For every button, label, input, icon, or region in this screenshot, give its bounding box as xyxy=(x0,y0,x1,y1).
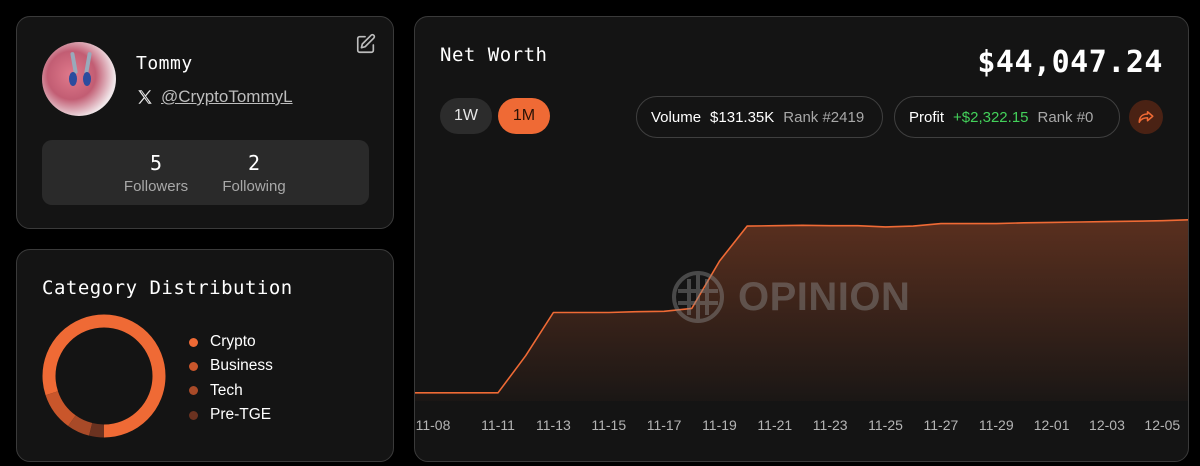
tab-1m[interactable]: 1M xyxy=(498,98,550,134)
x-tick-label: 11-27 xyxy=(923,417,959,433)
legend-item-crypto: Crypto xyxy=(189,330,273,354)
legend-label: Tech xyxy=(210,381,243,399)
category-title: Category Distribution xyxy=(42,277,293,299)
legend-label: Pre-TGE xyxy=(210,406,272,424)
legend-item-tech: Tech xyxy=(189,379,273,403)
profit-rank: Rank #0 xyxy=(1037,108,1094,126)
profit-pill: Profit +$2,322.15 Rank #0 xyxy=(894,96,1120,138)
followers-label: Followers xyxy=(123,178,189,195)
legend-label: Crypto xyxy=(210,333,256,351)
x-tick-label: 11-21 xyxy=(757,417,793,433)
x-tick-label: 11-17 xyxy=(646,417,682,433)
edit-icon[interactable] xyxy=(355,33,377,55)
volume-label: Volume xyxy=(651,108,702,126)
net-worth-card: OPINION Net Worth $44,047.24 1W 1M Volum… xyxy=(414,16,1189,462)
watermark-text: OPINION xyxy=(738,274,911,319)
x-tick-label: 11-08 xyxy=(415,417,451,433)
follow-stats: 5 Followers 2 Following xyxy=(42,140,369,205)
category-donut-chart xyxy=(42,314,166,438)
following-count: 2 xyxy=(247,151,261,175)
opinion-watermark: OPINION xyxy=(672,271,910,323)
x-logo-icon xyxy=(138,90,152,104)
net-worth-chart xyxy=(415,218,1188,401)
category-distribution-card: Category Distribution Crypto Business Tech… xyxy=(16,249,394,462)
profit-label: Profit xyxy=(909,108,945,126)
x-tick-label: 11-23 xyxy=(812,417,848,433)
legend-label: Business xyxy=(210,357,273,375)
x-tick-label: 12-01 xyxy=(1033,417,1070,433)
x-tick-label: 11-29 xyxy=(978,417,1014,433)
x-tick-label: 11-15 xyxy=(591,417,627,433)
username: Tommy xyxy=(136,53,193,74)
volume-value: $131.35K xyxy=(710,108,775,126)
category-legend: Crypto Business Tech Pre-TGE xyxy=(189,330,273,427)
x-tick-label: 11-19 xyxy=(702,417,737,433)
x-tick-label: 12-05 xyxy=(1144,417,1181,433)
followers-count: 5 xyxy=(149,151,163,175)
tab-1w[interactable]: 1W xyxy=(440,98,492,134)
avatar[interactable] xyxy=(42,42,116,116)
net-worth-value: $44,047.24 xyxy=(977,45,1163,80)
legend-item-business: Business xyxy=(189,354,273,378)
share-button[interactable] xyxy=(1129,100,1163,134)
opinion-logo-icon xyxy=(672,271,724,323)
net-worth-line xyxy=(415,218,1188,394)
following-stat[interactable]: 2 Following xyxy=(214,151,294,195)
legend-dot xyxy=(189,337,198,347)
x-handle-link[interactable]: @CryptoTommyL xyxy=(136,87,293,107)
legend-dot xyxy=(189,386,198,396)
legend-dot xyxy=(189,410,198,420)
x-tick-label: 11-25 xyxy=(868,417,903,433)
x-tick-label: 11-13 xyxy=(536,417,571,433)
volume-pill: Volume $131.35K Rank #2419 xyxy=(636,96,883,138)
net-worth-area xyxy=(415,219,1188,401)
profile-card: Tommy @CryptoTommyL 5 Followers 2 Follow… xyxy=(16,16,394,229)
legend-dot xyxy=(189,361,198,371)
legend-item-pre-tge: Pre-TGE xyxy=(189,403,273,427)
handle-link[interactable]: @CryptoTommyL xyxy=(161,87,293,106)
share-arrow-icon xyxy=(1138,111,1154,123)
profit-value: +$2,322.15 xyxy=(953,108,1029,126)
x-tick-label: 12-03 xyxy=(1089,417,1125,433)
volume-rank: Rank #2419 xyxy=(783,108,865,126)
following-label: Following xyxy=(222,178,286,195)
followers-stat[interactable]: 5 Followers xyxy=(121,151,191,195)
donut-slice-pre-tge xyxy=(42,314,166,438)
net-worth-title: Net Worth xyxy=(440,44,548,66)
x-tick-label: 11-11 xyxy=(481,417,515,433)
